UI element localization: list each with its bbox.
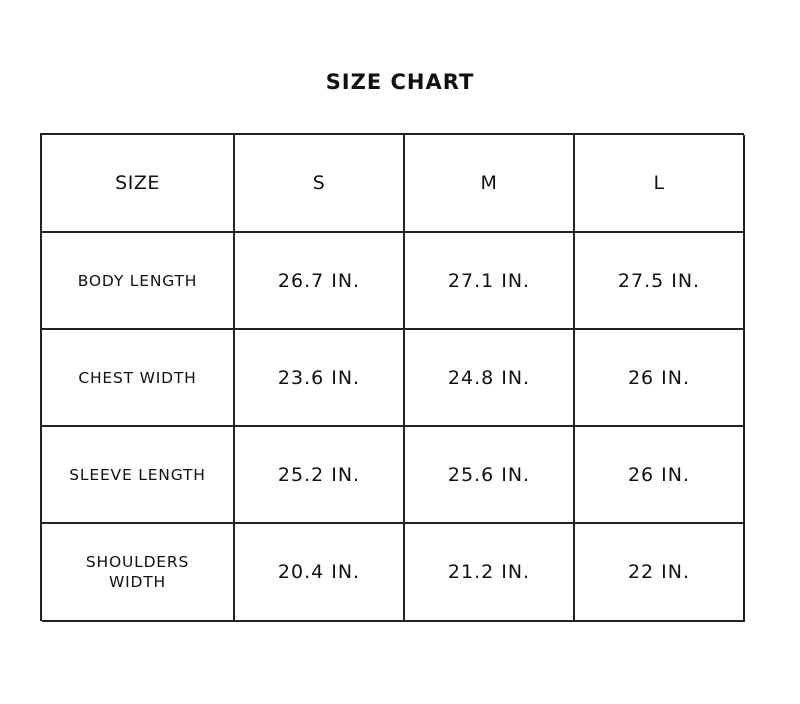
page-title: SIZE CHART [325, 70, 475, 94]
table-cell: 20.4 IN. [235, 524, 405, 622]
column-header-s: S [235, 135, 405, 233]
table-cell: 26.7 IN. [235, 233, 405, 330]
table-cell: 23.6 IN. [235, 330, 405, 427]
table-cell: 27.5 IN. [575, 233, 745, 330]
table-cell: 21.2 IN. [405, 524, 575, 622]
column-header-m: M [405, 135, 575, 233]
table-cell: 27.1 IN. [405, 233, 575, 330]
row-label-body-length: BODY LENGTH [42, 233, 235, 330]
table-cell: 22 IN. [575, 524, 745, 622]
row-label-sleeve-length: SLEEVE LENGTH [42, 427, 235, 524]
row-label-chest-width: CHEST WIDTH [42, 330, 235, 427]
row-label-shoulders-width: SHOULDERS WIDTH [42, 524, 235, 622]
table-cell: 25.6 IN. [405, 427, 575, 524]
table-cell: 24.8 IN. [405, 330, 575, 427]
column-header-l: L [575, 135, 745, 233]
table-cell: 26 IN. [575, 330, 745, 427]
table-cell: 25.2 IN. [235, 427, 405, 524]
table-cell: 26 IN. [575, 427, 745, 524]
size-chart-table: SIZE S M L BODY LENGTH 26.7 IN. 27.1 IN.… [40, 133, 745, 622]
column-header-size: SIZE [42, 135, 235, 233]
